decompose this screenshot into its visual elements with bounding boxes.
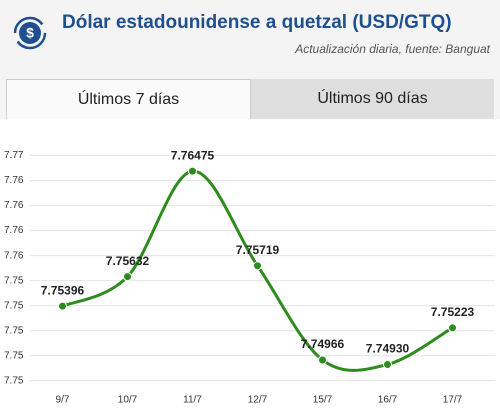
value-label: 7.74930 [366,342,410,356]
y-tick-label: 7.77 [4,150,24,161]
header: $ Dólar estadounidense a quetzal (USD/GT… [0,0,500,68]
tab[interactable]: Últimos 7 días [6,79,251,119]
chart: 7.77 7.76 7.76 7.76 7.76 7.75 7.75 7.75 7.75 7.75… [0,119,500,412]
x-tick-label: 10/7 [118,395,138,406]
tabs: Últimos 7 días Últimos 90 días [6,79,494,119]
subtitle: Actualización diaria, fuente: Banguat [295,42,490,56]
value-label: 7.75396 [41,283,85,297]
y-tick-label: 7.76 [4,175,24,186]
point [188,166,197,176]
point [58,301,67,311]
value-label: 7.76475 [171,148,215,162]
y-tick-label: 7.76 [4,225,24,236]
value-label: 7.74966 [301,337,345,351]
currency-icon: $ [13,16,47,50]
y-tick-label: 7.75 [4,350,24,361]
value-label: 7.75632 [106,254,150,268]
x-tick-label: 17/7 [443,395,463,406]
title: Dólar estadounidense a quetzal (USD/GTQ) [62,12,452,33]
x-tick-label: 9/7 [56,395,70,406]
x-tick-label: 11/7 [183,395,202,406]
point [448,323,457,333]
point [253,261,262,271]
y-tick-label: 7.76 [4,250,24,261]
tab[interactable]: Últimos 90 días [251,79,494,119]
point [383,359,392,369]
y-tick-label: 7.75 [4,300,24,311]
value-label: 7.75719 [236,243,280,257]
x-tick-label: 12/7 [248,395,268,406]
y-tick-label: 7.75 [4,275,24,286]
point [318,355,327,365]
value-label: 7.75223 [431,305,475,319]
y-tick-label: 7.75 [4,325,24,336]
y-tick-label: 7.76 [4,200,24,211]
point [123,272,132,282]
y-tick-label: 7.75 [4,375,24,386]
x-tick-label: 15/7 [313,395,333,406]
x-tick-label: 16/7 [378,395,398,406]
svg-text:$: $ [26,25,34,41]
